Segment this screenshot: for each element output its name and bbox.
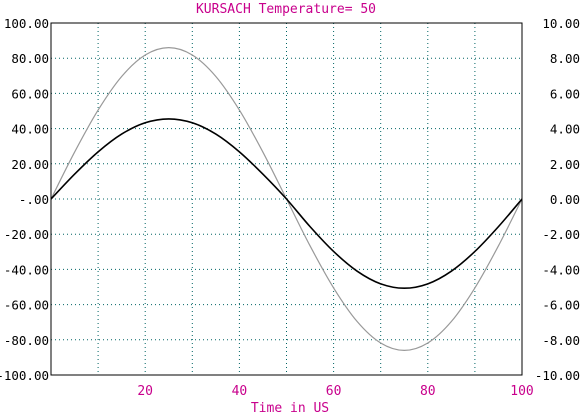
y-right-tick-label: 0.00	[550, 192, 580, 207]
y-left-tick-label: -.00	[19, 192, 49, 207]
y-left-tick-label: -60.00	[4, 298, 49, 313]
y-left-tick-labels: 100.00 80.00 60.00 40.00 20.00 -.00 -20.00 -40.…	[0, 16, 49, 383]
y-right-tick-label: -4.00	[542, 262, 580, 277]
y-right-tick-label: -6.00	[542, 298, 580, 313]
y-left-tick-label: -80.00	[4, 333, 49, 348]
y-right-tick-label: 4.00	[550, 122, 580, 137]
x-tick-label: 100	[510, 384, 533, 399]
y-right-tick-label: -2.00	[542, 227, 580, 242]
x-axis-label: Time in US	[251, 401, 329, 415]
x-tick-label: 80	[420, 384, 436, 399]
x-tick-labels: 20 40 60 80 100	[137, 384, 533, 399]
x-tick-label: 20	[137, 384, 153, 399]
y-left-tick-label: 60.00	[11, 86, 49, 101]
y-left-tick-label: 80.00	[11, 51, 49, 66]
x-tick-label: 60	[326, 384, 342, 399]
chart-title: KURSACH Temperature= 50	[196, 2, 376, 17]
y-left-tick-label: 100.00	[4, 16, 49, 31]
y-left-tick-label: -40.00	[4, 262, 49, 277]
y-right-tick-label: 10.00	[542, 16, 580, 31]
y-right-tick-label: -10.00	[535, 368, 580, 383]
y-right-tick-label: -8.00	[542, 333, 580, 348]
y-left-tick-label: 20.00	[11, 157, 49, 172]
y-right-tick-label: 8.00	[550, 51, 580, 66]
y-right-tick-label: 6.00	[550, 86, 580, 101]
y-right-tick-label: 2.00	[550, 157, 580, 172]
y-left-tick-label: -20.00	[4, 227, 49, 242]
x-tick-label: 40	[232, 384, 248, 399]
y-left-tick-label: -100.00	[0, 368, 49, 383]
y-right-tick-labels: 10.00 8.00 6.00 4.00 2.00 0.00 -2.00 -4.00 -6.00…	[535, 16, 580, 383]
y-left-tick-label: 40.00	[11, 122, 49, 137]
